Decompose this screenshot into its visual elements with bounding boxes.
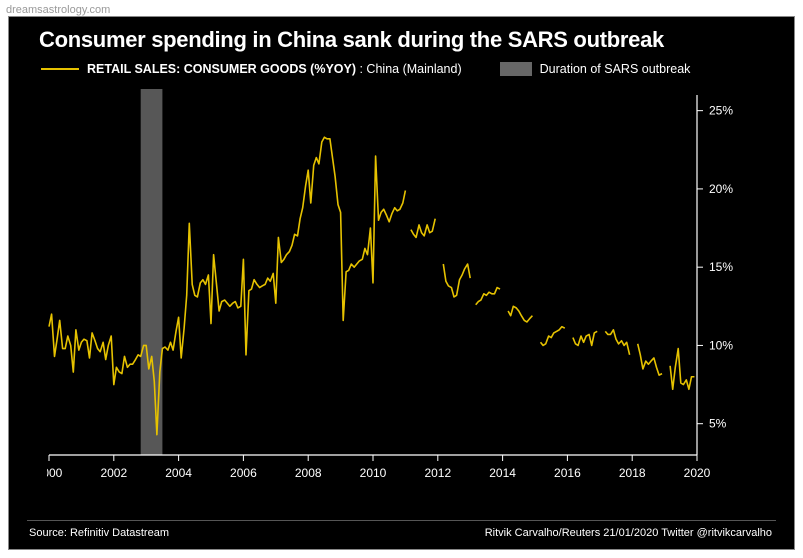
svg-text:2016: 2016 xyxy=(554,466,581,480)
svg-text:2000: 2000 xyxy=(47,466,63,480)
legend-sars-label: Duration of SARS outbreak xyxy=(540,62,691,76)
legend-line-swatch xyxy=(41,68,79,70)
svg-text:2008: 2008 xyxy=(295,466,322,480)
chart-legend: RETAIL SALES: CONSUMER GOODS (%YOY) : Ch… xyxy=(41,62,690,76)
svg-text:2006: 2006 xyxy=(230,466,257,480)
svg-text:10%: 10% xyxy=(709,338,733,352)
chart-title: Consumer spending in China sank during t… xyxy=(39,27,664,53)
svg-text:2012: 2012 xyxy=(424,466,451,480)
watermark: dreamsastrology.com xyxy=(6,4,110,16)
plot-area: 2000 2002 2004 2006 2008 2010 2012 2014 2016 2018… xyxy=(47,87,747,487)
legend-series-rest: : China (Mainland) xyxy=(356,62,462,76)
chart-container: Consumer spending in China sank during t… xyxy=(8,16,795,550)
svg-text:20%: 20% xyxy=(709,182,733,196)
svg-text:2020: 2020 xyxy=(684,466,711,480)
svg-text:15%: 15% xyxy=(709,260,733,274)
svg-text:2018: 2018 xyxy=(619,466,646,480)
svg-text:5%: 5% xyxy=(709,417,727,431)
legend-series-label: RETAIL SALES: CONSUMER GOODS (%YOY) : Ch… xyxy=(87,62,462,76)
legend-sars-swatch xyxy=(500,62,532,76)
legend-series-bold: RETAIL SALES: CONSUMER GOODS (%YOY) xyxy=(87,62,356,76)
source-text: Source: Refinitiv Datastream xyxy=(29,527,169,539)
divider-line xyxy=(27,520,776,521)
svg-text:25%: 25% xyxy=(709,104,733,118)
chart-svg: 2000 2002 2004 2006 2008 2010 2012 2014 2016 2018… xyxy=(47,87,747,487)
credit-text: Ritvik Carvalho/Reuters 21/01/2020 Twitt… xyxy=(485,527,772,539)
svg-text:2010: 2010 xyxy=(360,466,387,480)
svg-text:2004: 2004 xyxy=(165,466,192,480)
svg-text:2014: 2014 xyxy=(489,466,516,480)
svg-text:2002: 2002 xyxy=(100,466,127,480)
